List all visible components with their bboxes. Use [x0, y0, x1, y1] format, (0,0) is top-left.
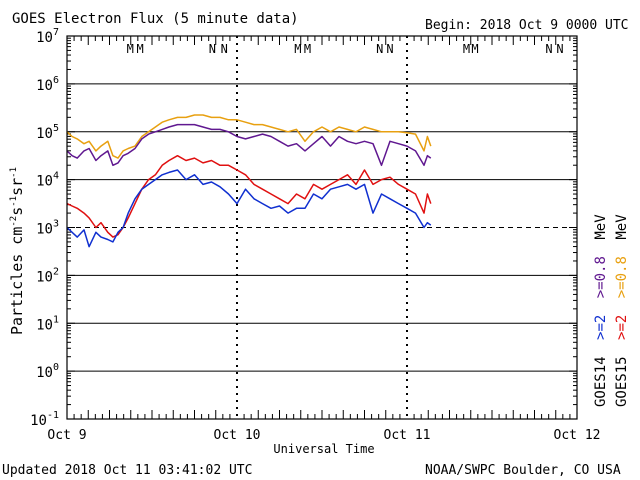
magnetopause-marker: N: [545, 42, 552, 56]
y-axis-label-sup3: -1: [9, 167, 19, 178]
updated-time: Updated 2018 Oct 11 03:41:02 UTC: [2, 463, 252, 478]
y-tick-label: 102: [36, 266, 59, 285]
x-tick-label: Oct 10: [214, 428, 261, 443]
magnetopause-marker: N: [209, 42, 216, 56]
y-tick-label: 101: [36, 314, 59, 333]
series-line: [66, 114, 432, 159]
legend-goes14: GOES14 >=2 >=0.8 MeV: [593, 214, 609, 407]
plot-frame: [66, 35, 578, 420]
series-line: [66, 154, 432, 238]
credit: NOAA/SWPC Boulder, CO USA: [425, 463, 621, 478]
y-axis-label-sup1: -2: [9, 216, 19, 227]
magnetopause-marker: N: [386, 42, 393, 56]
y-tick-label: 104: [36, 171, 59, 190]
magnetopause-marker: M: [463, 42, 470, 56]
x-axis-label: Universal Time: [273, 442, 374, 456]
magnetopause-marker: M: [294, 42, 301, 56]
y-axis-label-mid2: sr: [8, 178, 26, 196]
y-tick-label: 100: [36, 362, 59, 381]
legend-goes14-e2: >=2: [593, 315, 609, 340]
legend-unit-2: MeV: [614, 214, 630, 240]
x-tick-label: Oct 12: [554, 428, 601, 443]
legend-goes14-e08: >=0.8: [593, 256, 609, 298]
legend-goes15-label: GOES15: [614, 356, 630, 407]
magnetopause-marker: N: [556, 42, 563, 56]
magnetopause-marker: M: [304, 42, 311, 56]
x-tick-label: Oct 11: [384, 428, 431, 443]
legend-goes15-e2: >=2: [614, 315, 630, 340]
magnetopause-marker: M: [136, 42, 143, 56]
y-axis-label-mid1: s: [8, 207, 26, 216]
series-line: [66, 169, 432, 248]
chart-title: GOES Electron Flux (5 minute data): [12, 11, 299, 27]
legend-goes14-label: GOES14: [593, 356, 609, 407]
legend-goes15-e08: >=0.8: [614, 256, 630, 298]
magnetopause-marker: N: [221, 42, 228, 56]
magnetopause-marker: M: [127, 42, 134, 56]
magnetopause-marker: M: [471, 42, 478, 56]
legend-goes15: GOES15 >=2 >=0.8 MeV: [614, 214, 630, 407]
y-axis-label-sup2: -1: [9, 196, 19, 207]
y-axis-label-main: Particles cm: [8, 227, 26, 335]
y-tick-label: 10-1: [30, 410, 59, 429]
y-tick-label: 107: [36, 27, 59, 46]
y-axis-label: Particles cm-2s-1sr-1: [8, 167, 26, 335]
plot-area: 10-1 100 101 102 103 104 105 106 107 Oct 9 Oct 10 O…: [30, 27, 600, 443]
y-tick-label: 106: [36, 75, 59, 94]
y-tick-label: 105: [36, 123, 59, 142]
magnetopause-marker: N: [376, 42, 383, 56]
begin-time: Begin: 2018 Oct 9 0000 UTC: [425, 18, 629, 33]
legend-unit-1: MeV: [593, 214, 609, 240]
legend: GOES14 >=2 >=0.8 MeV GOES15 >=2 >=0.8 Me…: [593, 214, 630, 407]
y-tick-label: 103: [36, 219, 59, 238]
x-tick-label: Oct 9: [47, 428, 86, 443]
series-line: [66, 123, 432, 167]
